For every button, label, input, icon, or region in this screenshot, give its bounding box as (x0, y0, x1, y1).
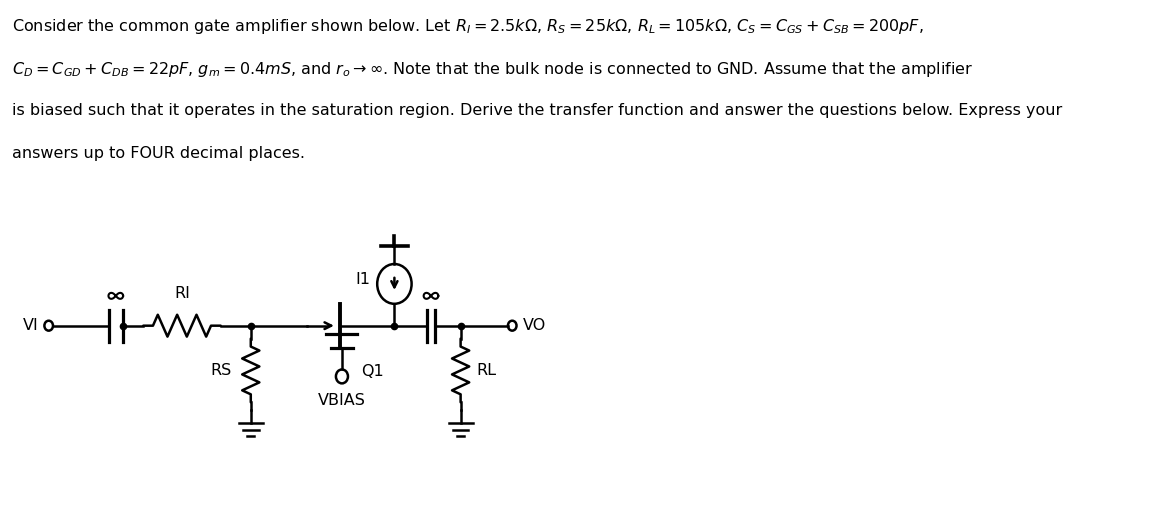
Text: I1: I1 (355, 272, 370, 287)
Text: $C_D = C_{GD} + C_{DB} = 22pF$, $g_m = 0.4mS$, and $r_o \rightarrow \infty$. Not: $C_D = C_{GD} + C_{DB} = 22pF$, $g_m = 0… (12, 60, 973, 79)
Text: VI: VI (22, 318, 38, 333)
Text: answers up to FOUR decimal places.: answers up to FOUR decimal places. (12, 145, 304, 161)
Text: VO: VO (522, 318, 546, 333)
Text: Consider the common gate amplifier shown below. Let $R_I = 2.5k\Omega$, $R_S = 2: Consider the common gate amplifier shown… (12, 18, 923, 36)
Text: RL: RL (476, 363, 496, 378)
Text: VBIAS: VBIAS (318, 393, 366, 408)
Text: RS: RS (210, 363, 232, 378)
Text: Q1: Q1 (361, 364, 383, 379)
Text: is biased such that it operates in the saturation region. Derive the transfer fu: is biased such that it operates in the s… (12, 103, 1062, 118)
Text: RI: RI (174, 286, 190, 301)
